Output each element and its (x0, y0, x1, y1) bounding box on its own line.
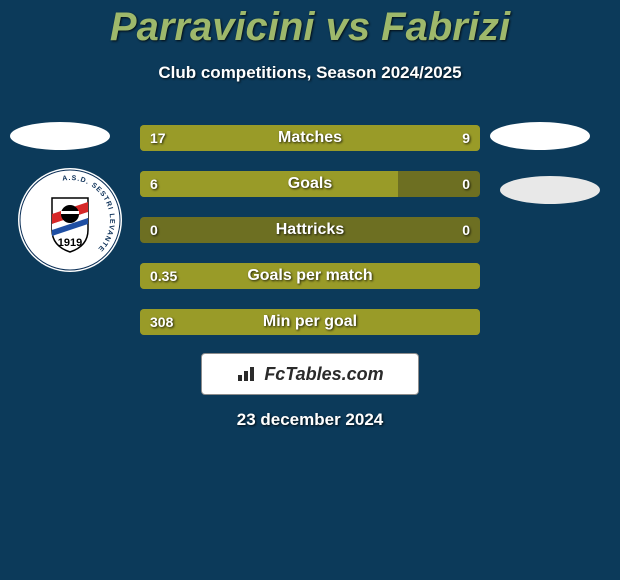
stat-value-right: 0 (462, 217, 470, 243)
stat-row: Goals per match0.35 (140, 263, 480, 289)
placeholder-ellipse (490, 122, 590, 150)
stat-bar-left (140, 309, 480, 335)
comparison-bars: Matches179Goals60Hattricks00Goals per ma… (140, 125, 480, 355)
stat-row: Goals60 (140, 171, 480, 197)
stat-label: Hattricks (140, 217, 480, 243)
stat-row: Matches179 (140, 125, 480, 151)
stat-bar-left (140, 125, 361, 151)
stat-value-right: 0 (462, 171, 470, 197)
svg-text:1919: 1919 (58, 237, 82, 249)
page-title: Parravicini vs Fabrizi (0, 5, 620, 50)
placeholder-ellipse (500, 176, 600, 204)
bar-chart-icon (236, 365, 258, 383)
brand-text: FcTables.com (264, 364, 383, 385)
stat-bar-left (140, 263, 480, 289)
subtitle: Club competitions, Season 2024/2025 (0, 63, 620, 83)
stat-bar-left (140, 171, 398, 197)
fctables-brand[interactable]: FcTables.com (201, 353, 419, 395)
club-badge-sestri-levante: A.S.D. SESTRI LEVANTE 1919 (18, 168, 122, 272)
placeholder-ellipse (10, 122, 110, 150)
stat-bar-right (361, 125, 480, 151)
stat-row: Min per goal308 (140, 309, 480, 335)
generation-date: 23 december 2024 (0, 410, 620, 430)
stat-value-left: 0 (150, 217, 158, 243)
stat-row: Hattricks0 0 (140, 217, 480, 243)
